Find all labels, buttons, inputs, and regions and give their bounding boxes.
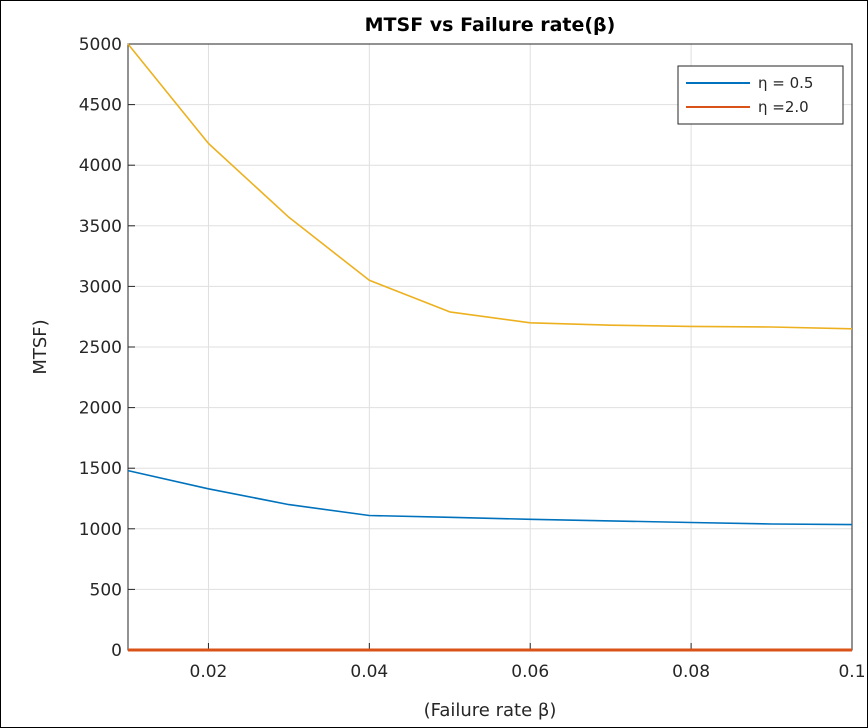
legend-box [677, 65, 844, 125]
y-axis-label: MTSF) [30, 319, 51, 374]
chart-title: MTSF vs Failure rate(β) [365, 14, 616, 36]
y-tick-label: 4000 [79, 156, 122, 176]
legend: η = 0.5 η =2.0 [677, 65, 844, 125]
y-tick-label: 500 [90, 580, 122, 600]
legend-label: η = 0.5 [758, 74, 813, 92]
x-tick-label: 0.04 [350, 662, 388, 682]
legend-label: η =2.0 [758, 98, 809, 116]
y-tick-label: 1000 [79, 520, 122, 540]
y-tick-label: 2000 [79, 399, 122, 419]
series-line-3 [127, 43, 853, 330]
y-tick-label: 3500 [79, 217, 122, 237]
y-tick-label: 3000 [79, 277, 122, 297]
y-tick-label: 4500 [79, 96, 122, 116]
grid-lines [128, 43, 853, 651]
y-tick-label: 2500 [79, 338, 122, 358]
y-tick-label: 1500 [79, 459, 122, 479]
x-tick-label: 0.02 [190, 662, 228, 682]
x-tick-label: 0.08 [672, 662, 710, 682]
x-axis-label: (Failure rate β) [424, 700, 557, 721]
series-lines [127, 43, 853, 652]
axis-ticks: 0.02 0.04 0.06 0.08 0.1 0 500 1000 1500 2000 2500 3… [79, 35, 866, 682]
x-tick-label: 0.1 [838, 662, 865, 682]
y-tick-label: 0 [111, 641, 122, 661]
x-tick-label: 0.06 [511, 662, 549, 682]
y-tick-label: 5000 [79, 35, 122, 55]
series-line-1 [127, 469, 853, 526]
